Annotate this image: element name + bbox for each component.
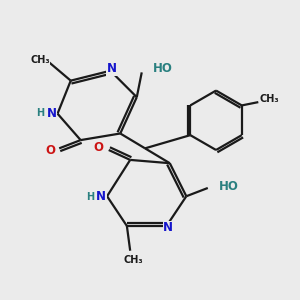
Text: N: N xyxy=(96,190,106,203)
Text: N: N xyxy=(107,62,117,75)
Text: O: O xyxy=(93,141,103,154)
Text: CH₃: CH₃ xyxy=(30,55,50,65)
Text: H: H xyxy=(86,192,94,202)
Text: HO: HO xyxy=(219,180,239,193)
Text: O: O xyxy=(45,143,55,157)
Text: N: N xyxy=(46,107,57,120)
Text: CH₃: CH₃ xyxy=(124,255,143,265)
Text: N: N xyxy=(163,221,173,234)
Text: CH₃: CH₃ xyxy=(259,94,279,104)
Text: H: H xyxy=(36,108,44,118)
Text: HO: HO xyxy=(153,62,173,75)
